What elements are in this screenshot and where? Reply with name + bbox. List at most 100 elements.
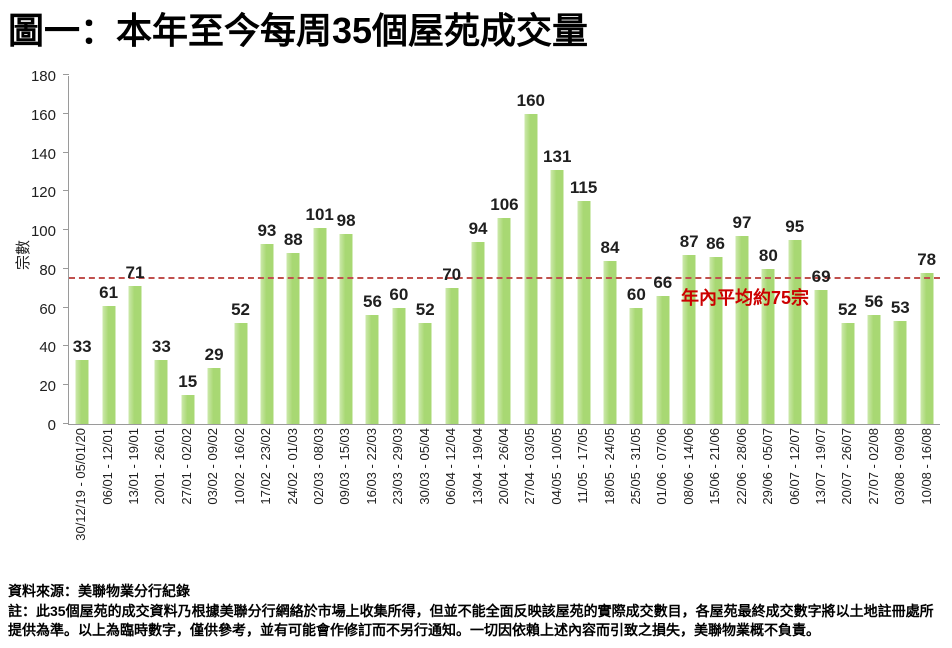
bar-slot: 95 (782, 76, 808, 424)
y-axis-tick-mark (63, 229, 69, 231)
bar-value-label: 33 (72, 337, 92, 357)
x-axis-label: 23/03 - 29/03 (390, 428, 406, 505)
x-axis-label-slot: 03/02 - 09/02 (200, 428, 226, 580)
bar-value-label: 70 (442, 265, 462, 285)
disclaimer-note: 註：此35個屋苑的成交資料乃根據美聯分行網絡於市場上收集所得，但並不能全面反映該… (8, 602, 934, 639)
bar-value-label: 69 (811, 267, 831, 287)
bar (761, 268, 775, 424)
bar-slot: 69 (808, 76, 834, 424)
bar-slot: 97 (729, 76, 755, 424)
x-axis-label: 03/02 - 09/02 (205, 428, 221, 505)
bar-value-label: 33 (151, 337, 171, 357)
bar-slot: 131 (543, 76, 572, 424)
y-axis-tick-mark (63, 190, 69, 192)
chart-title: 圖一：本年至今每周35個屋苑成交量 (8, 10, 589, 51)
x-axis-label: 13/07 - 19/07 (813, 428, 829, 505)
bar-slot: 60 (623, 76, 649, 424)
bar (128, 286, 142, 424)
bar-value-label: 71 (125, 263, 145, 283)
x-axis-label: 09/03 - 15/03 (337, 428, 353, 505)
x-axis-label: 20/01 - 26/01 (152, 428, 168, 505)
bar-value-label: 84 (600, 238, 620, 258)
bar-value-label: 60 (389, 284, 409, 304)
x-axis-label: 20/04 - 26/04 (495, 428, 511, 505)
bar-slot: 33 (69, 76, 95, 424)
x-axis-label-slot: 11/05 - 17/05 (570, 428, 596, 580)
bar (550, 170, 564, 424)
x-axis-label-slot: 22/06 - 28/06 (729, 428, 755, 580)
x-axis-label-slot: 13/07 - 19/07 (808, 428, 834, 580)
x-axis-label-slot: 03/08 - 09/08 (887, 428, 913, 580)
x-axis-label-slot: 27/04 - 03/05 (517, 428, 543, 580)
x-axis-label: 01/06 - 07/06 (654, 428, 670, 505)
bar-value-label: 56 (864, 292, 884, 312)
bar (339, 234, 353, 424)
x-axis-label: 18/05 - 24/05 (601, 428, 617, 505)
x-axis-label: 10/08 - 16/08 (918, 428, 934, 505)
x-axis-label-slot: 08/06 - 14/06 (676, 428, 702, 580)
x-axis-label: 06/04 - 12/04 (443, 428, 459, 505)
x-axis-label-slot: 17/02 - 23/02 (253, 428, 279, 580)
x-axis-label-slot: 27/01 - 02/02 (174, 428, 200, 580)
y-axis-tick-label: 60 (39, 300, 56, 318)
y-axis-tick-label: 40 (39, 339, 56, 357)
bar (234, 323, 248, 424)
x-axis-label-slot: 04/05 - 10/05 (544, 428, 570, 580)
bar-slot: 66 (650, 76, 676, 424)
x-axis-label: 13/01 - 19/01 (126, 428, 142, 505)
bar (709, 257, 723, 424)
x-axis-label: 11/05 - 17/05 (575, 428, 591, 504)
bar-value-label: 52 (231, 300, 250, 320)
bar-slot: 87 (676, 76, 702, 424)
bar-value-label: 160 (516, 90, 546, 110)
bar-value-label: 15 (178, 371, 198, 391)
bar-value-label: 131 (543, 147, 572, 167)
y-axis-tick-mark (63, 267, 69, 269)
x-axis-label-slot: 15/06 - 21/06 (702, 428, 728, 580)
x-axis-label: 06/07 - 12/07 (786, 428, 802, 505)
x-axis-label: 20/07 - 26/07 (839, 428, 855, 505)
x-axis-label-slot: 02/03 - 08/03 (306, 428, 332, 580)
x-axis-label: 13/04 - 19/04 (469, 428, 485, 505)
bar (682, 255, 696, 424)
bar-value-label: 101 (305, 205, 334, 225)
bar-value-label: 86 (706, 234, 726, 254)
x-axis-label-slot: 09/03 - 15/03 (332, 428, 358, 580)
bar (656, 296, 670, 424)
bar-slot: 71 (122, 76, 148, 424)
bar-slot: 60 (386, 76, 412, 424)
bar (471, 241, 485, 424)
bar-slot: 86 (702, 76, 728, 424)
bar-slot: 78 (914, 76, 940, 424)
x-axis-label-slot: 16/03 - 22/03 (359, 428, 385, 580)
bar-value-label: 115 (569, 178, 598, 198)
x-axis-label-slot: 23/03 - 29/03 (385, 428, 411, 580)
bar (603, 261, 617, 424)
bar (181, 394, 195, 424)
bar-slot: 94 (465, 76, 491, 424)
bar-slot: 160 (516, 76, 546, 424)
bar (788, 239, 802, 424)
bar-value-label: 95 (785, 216, 805, 236)
bar-value-label: 80 (758, 245, 778, 265)
bar-slot: 15 (175, 76, 201, 424)
average-line-label: 年內平均約75宗 (681, 288, 810, 308)
y-axis-tick-mark (63, 306, 69, 308)
x-axis-label-slot: 10/08 - 16/08 (914, 428, 940, 580)
bar (867, 315, 881, 424)
bar-slot: 88 (280, 76, 306, 424)
x-axis-label-slot: 20/04 - 26/04 (491, 428, 517, 580)
y-axis-tick-label: 80 (39, 261, 56, 279)
x-axis-label: 15/06 - 21/06 (707, 428, 723, 505)
x-axis-label-slot: 13/04 - 19/04 (464, 428, 490, 580)
x-axis-label-slot: 25/05 - 31/05 (623, 428, 649, 580)
bar-slot: 56 (359, 76, 385, 424)
bar-series: 33 61 71 33 15 29 52 93 88 101 98 56 60 52 70 94 106 160 1… (69, 76, 940, 424)
x-axis-label-slot: 06/01 - 12/01 (94, 428, 120, 580)
y-axis-tick-label: 160 (30, 106, 56, 124)
bar-value-label: 52 (415, 300, 435, 320)
plot-area: 33 61 71 33 15 29 52 93 88 101 98 56 60 52 70 94 106 160 1… (63, 74, 940, 425)
x-axis-label-slot: 30/03 - 05/04 (411, 428, 437, 580)
bar (841, 323, 855, 424)
x-axis-label: 16/03 - 22/03 (363, 428, 379, 505)
